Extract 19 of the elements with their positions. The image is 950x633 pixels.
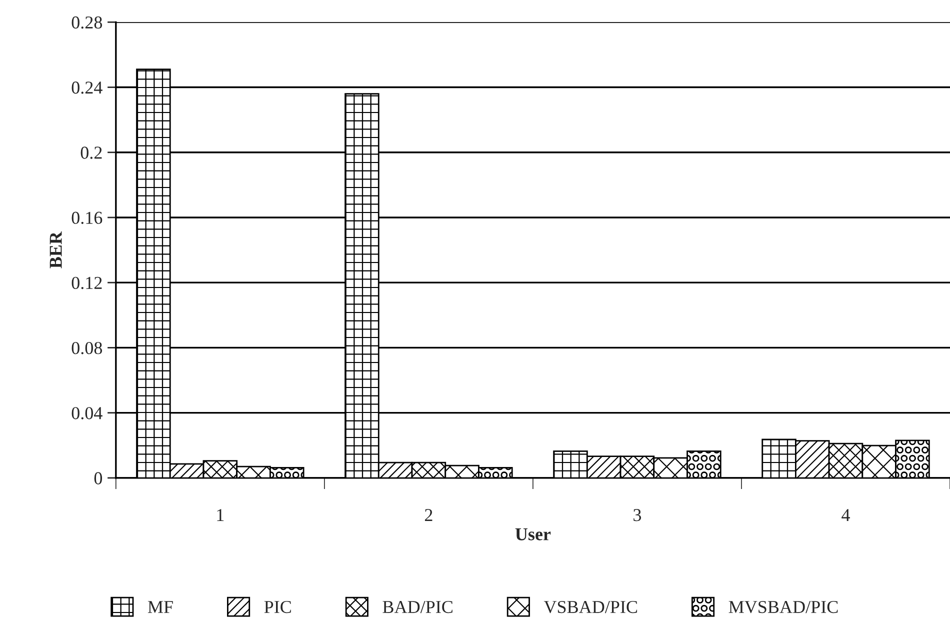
- y-tick-label: 0.2: [80, 146, 102, 159]
- legend-label: MF: [148, 601, 173, 613]
- y-tick-label: 0.04: [72, 407, 102, 420]
- y-tick-label: 0: [94, 472, 102, 484]
- x-tick-label: 3: [634, 509, 642, 522]
- y-tick-label: 0.16: [72, 212, 102, 224]
- x-tick-label: 1: [217, 509, 224, 521]
- legend-label: VSBAD/PIC: [544, 600, 638, 614]
- x-tick-label: 4: [842, 509, 850, 521]
- x-axis-title: User: [515, 528, 551, 540]
- x-tick-label: 2: [424, 509, 432, 521]
- legend-label: BAD/PIC: [382, 600, 452, 614]
- y-tick-label: 0.28: [72, 16, 102, 29]
- y-tick-label: 0.24: [72, 82, 102, 94]
- y-axis-title: BER: [50, 231, 62, 268]
- y-tick-label: 0.08: [72, 342, 102, 354]
- legend-label: MVSBAD/PIC: [728, 600, 838, 614]
- legend-label: PIC: [264, 600, 291, 614]
- y-tick-label: 0.12: [72, 276, 102, 290]
